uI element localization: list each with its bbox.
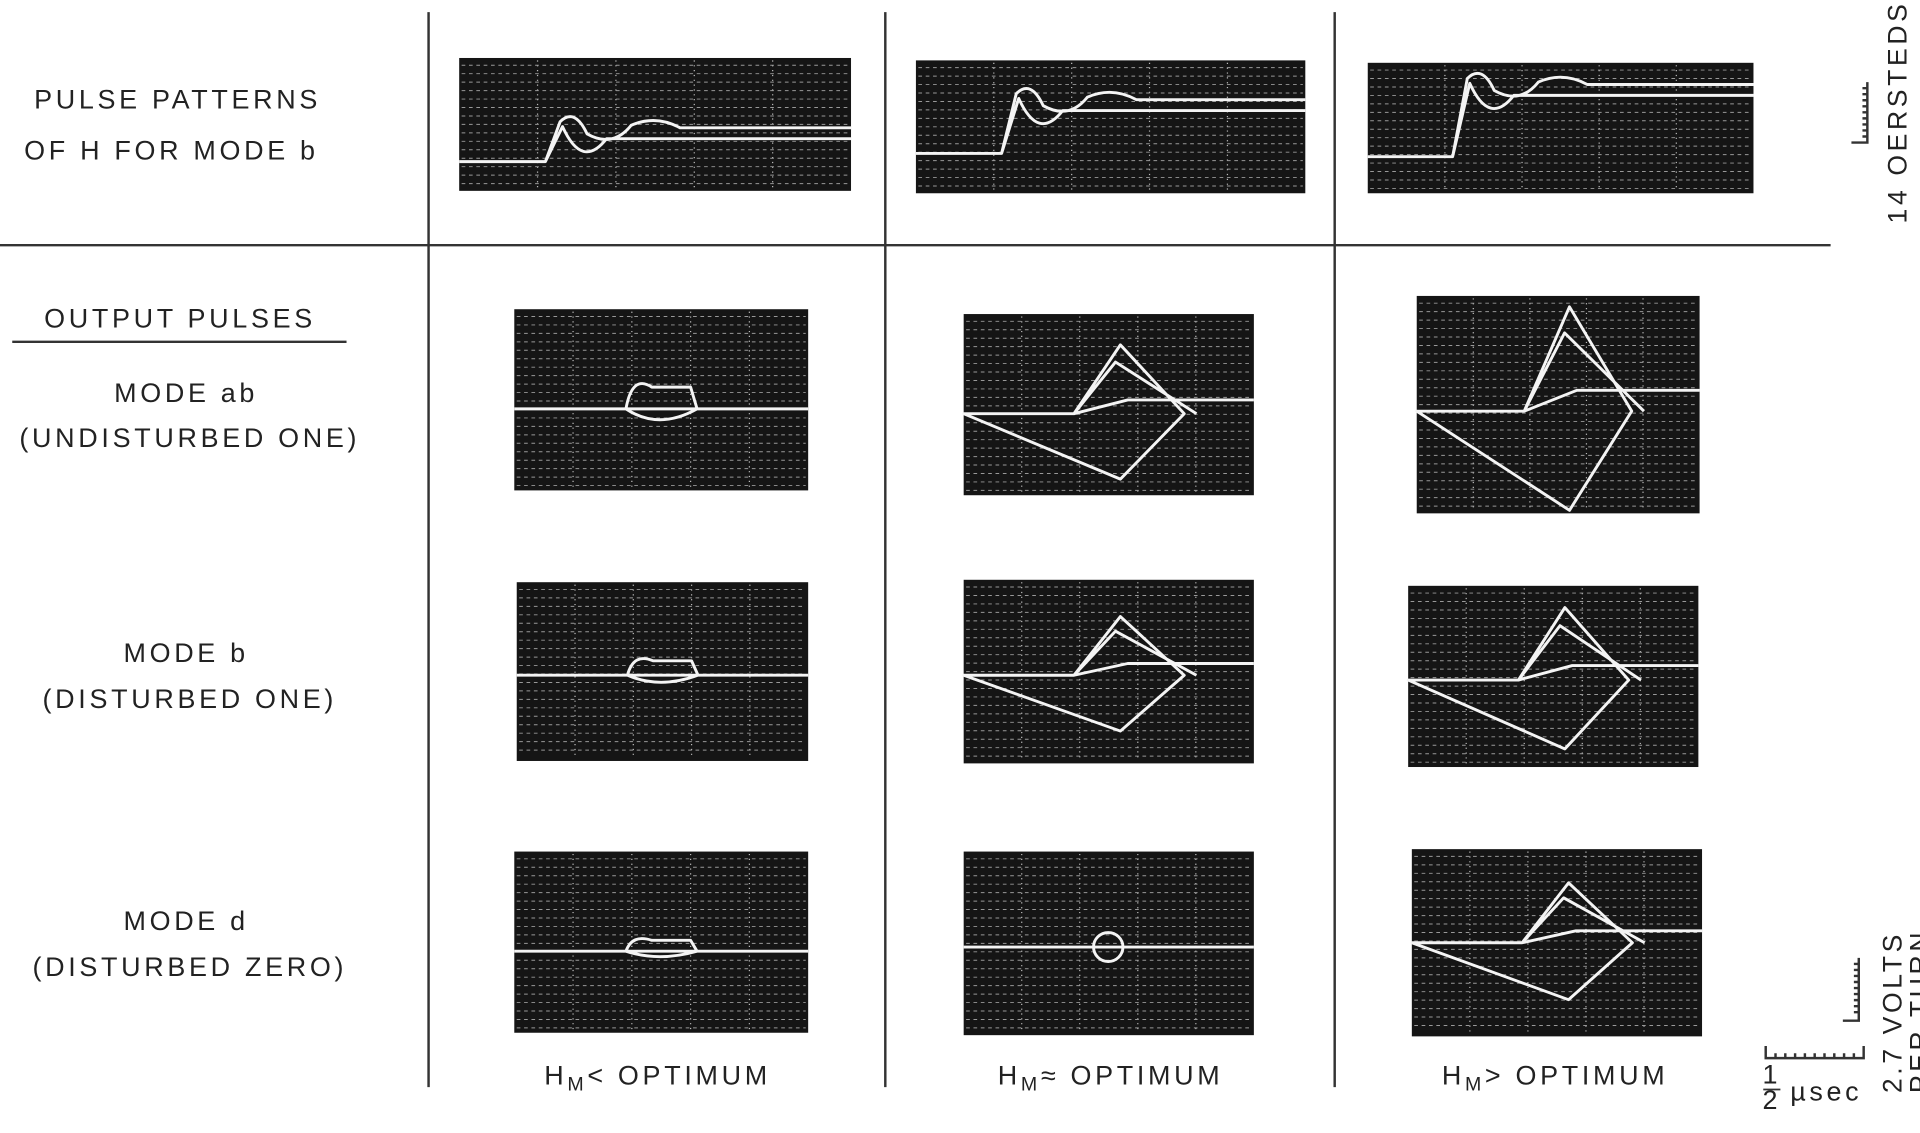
oscilloscope-trace	[1406, 585, 1699, 768]
trace	[459, 115, 852, 164]
trace	[962, 615, 1254, 733]
trace	[1410, 881, 1703, 1002]
subscript: M	[1021, 1074, 1041, 1096]
column-label: HM≈ OPTIMUM	[998, 1061, 1224, 1096]
oscilloscope-trace	[1415, 295, 1700, 514]
fraction-denominator: 2	[1763, 1085, 1782, 1115]
section-heading: OUTPUT PULSES	[44, 304, 316, 334]
scale-label: 14 OERSTEDS	[1882, 1, 1912, 224]
scale-label: µsec	[1790, 1077, 1862, 1107]
trace	[1406, 606, 1699, 751]
screen	[514, 851, 809, 1033]
scale-bar	[1842, 957, 1860, 1022]
subscript: M	[567, 1074, 587, 1096]
trace	[963, 931, 1254, 963]
oscilloscope-trace	[915, 60, 1306, 194]
screen	[514, 309, 809, 491]
oscilloscope-trace	[514, 851, 809, 1033]
row-label: (DISTURBED ONE)	[43, 684, 338, 714]
screen	[1367, 62, 1754, 194]
label-text: > OPTIMUM	[1485, 1061, 1668, 1091]
column-label: HM> OPTIMUM	[1442, 1061, 1669, 1096]
row-label: (DISTURBED ZERO)	[32, 952, 347, 982]
screen	[1408, 585, 1699, 768]
trace	[1367, 71, 1754, 159]
oscilloscope-trace	[1410, 849, 1703, 1037]
trace	[514, 382, 809, 422]
symbol: H	[998, 1061, 1021, 1091]
trace	[1415, 305, 1700, 512]
scale-bar	[1764, 1046, 1865, 1060]
scale-bar	[1851, 82, 1869, 144]
subscript: M	[1465, 1074, 1485, 1096]
row-label: MODE d	[123, 906, 248, 936]
row-label: PULSE PATTERNS	[34, 85, 321, 115]
column-label: HM< OPTIMUM	[544, 1061, 771, 1096]
label-text: ≈ OPTIMUM	[1041, 1061, 1223, 1091]
oscilloscope-trace	[516, 582, 809, 761]
trace	[962, 343, 1254, 481]
row-label: MODE ab	[114, 378, 258, 408]
trace	[514, 937, 809, 959]
symbol: H	[1442, 1061, 1465, 1091]
oscilloscope-trace	[514, 309, 809, 491]
fraction-numerator: 1	[1763, 1060, 1782, 1090]
label-text: < OPTIMUM	[587, 1061, 770, 1091]
oscilloscope-trace	[962, 314, 1254, 496]
oscilloscope-trace	[963, 851, 1254, 1036]
row-label: (UNDISTURBED ONE)	[19, 423, 360, 453]
symbol: H	[544, 1061, 567, 1091]
oscilloscope-trace	[459, 57, 852, 191]
scale-label: 2.7 VOLTS	[1877, 931, 1907, 1093]
screen	[516, 582, 809, 761]
scale-label: PER TURN	[1904, 929, 1920, 1093]
oscilloscope-trace	[1367, 62, 1754, 194]
row-label: OF H FOR MODE b	[24, 136, 319, 166]
trace	[915, 87, 1306, 155]
oscilloscope-trace	[962, 579, 1254, 764]
trace	[516, 657, 809, 684]
row-label: MODE b	[123, 638, 248, 668]
